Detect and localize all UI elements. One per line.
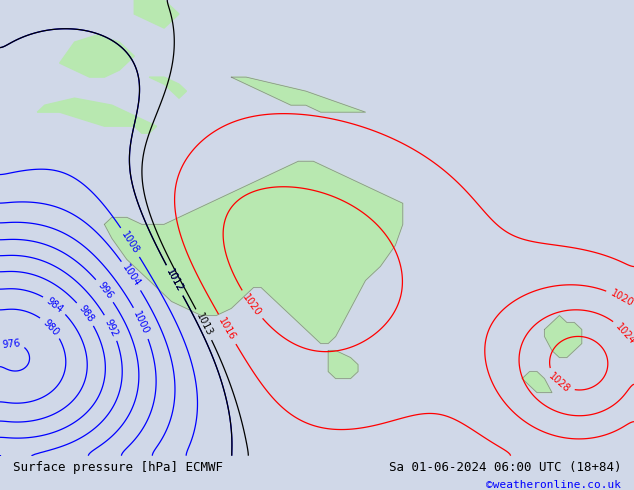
Text: 1012: 1012: [164, 267, 185, 294]
Text: 988: 988: [76, 304, 95, 324]
Text: Sa 01-06-2024 06:00 UTC (18+84): Sa 01-06-2024 06:00 UTC (18+84): [389, 461, 621, 474]
Text: 1028: 1028: [547, 370, 572, 394]
Polygon shape: [105, 161, 403, 343]
Text: 984: 984: [44, 295, 65, 315]
Text: 976: 976: [1, 338, 21, 349]
Text: 1013: 1013: [194, 312, 214, 338]
Polygon shape: [60, 35, 134, 77]
Text: 996: 996: [95, 280, 114, 301]
Polygon shape: [134, 0, 179, 28]
Text: 1020: 1020: [609, 289, 634, 309]
Polygon shape: [545, 316, 582, 358]
Polygon shape: [149, 77, 186, 98]
Polygon shape: [37, 98, 157, 133]
Text: 1024: 1024: [614, 321, 634, 346]
Polygon shape: [522, 371, 552, 392]
Polygon shape: [328, 350, 358, 379]
Text: Surface pressure [hPa] ECMWF: Surface pressure [hPa] ECMWF: [13, 461, 223, 474]
Text: ©weatheronline.co.uk: ©weatheronline.co.uk: [486, 480, 621, 490]
Text: 1012: 1012: [164, 267, 185, 294]
Text: 992: 992: [103, 317, 120, 338]
Text: 1000: 1000: [132, 310, 151, 336]
Text: 1020: 1020: [240, 292, 263, 318]
Text: 980: 980: [41, 317, 61, 337]
Text: 1008: 1008: [119, 229, 141, 255]
Text: 1016: 1016: [217, 316, 238, 343]
Text: 1004: 1004: [120, 263, 142, 289]
Polygon shape: [231, 77, 365, 112]
